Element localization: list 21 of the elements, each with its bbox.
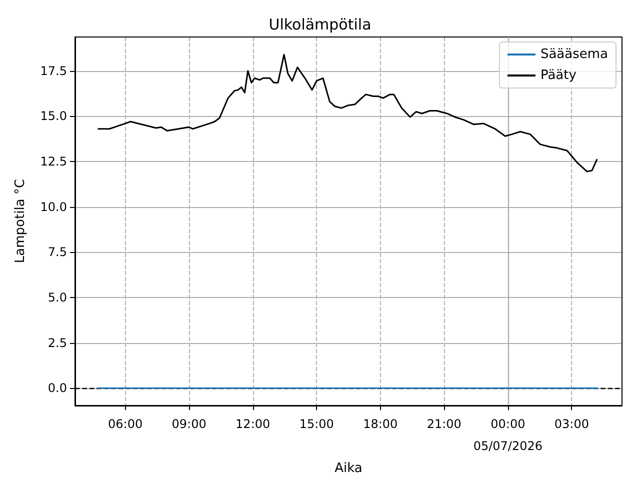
- y-tick-label: 0.0: [48, 381, 67, 396]
- x-tick-label: 00:00 05/07/2026: [473, 417, 543, 454]
- x-tick-label: 12:00: [236, 417, 270, 432]
- y-tick-label: 17.5: [40, 64, 67, 78]
- y-tick-label: 5.0: [48, 290, 67, 304]
- y-tick-label: 7.5: [48, 245, 67, 260]
- y-tick-label: 10.0: [40, 200, 67, 214]
- chart-title: Ulkolämpötila: [268, 16, 372, 34]
- x-tick-label: 09:00: [172, 417, 206, 432]
- x-tick-label: 06:00: [108, 417, 143, 432]
- x-tick-label: 03:00: [554, 417, 589, 432]
- y-tick-label: 12.5: [40, 154, 67, 169]
- y-axis-title: Lampotila °C: [13, 179, 28, 264]
- y-tick-label: 2.5: [48, 336, 67, 350]
- x-axis-title: Aika: [334, 461, 362, 476]
- y-tick-label: 15.0: [40, 109, 67, 124]
- x-tick-label: 18:00: [363, 417, 398, 432]
- legend-label: Säääsema: [540, 47, 608, 62]
- x-tick-label: 15:00: [299, 417, 334, 432]
- x-tick-label: 21:00: [426, 417, 462, 432]
- legend-label: Pääty: [540, 68, 577, 83]
